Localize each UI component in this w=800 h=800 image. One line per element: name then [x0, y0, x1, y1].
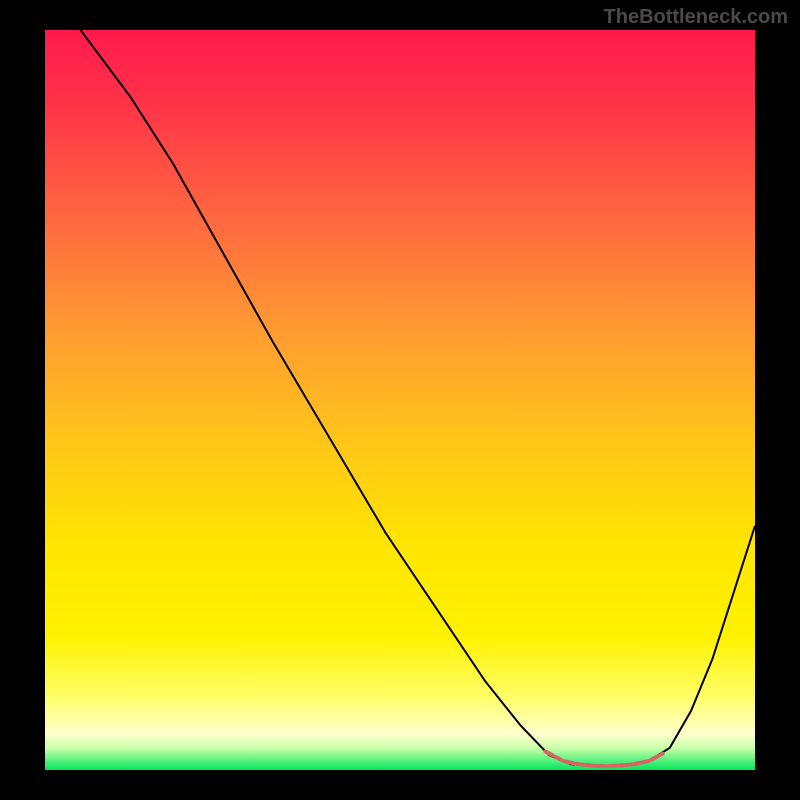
bottleneck-chart: [0, 0, 800, 800]
chart-svg: [0, 0, 800, 800]
plot-background: [45, 30, 755, 770]
watermark-text: TheBottleneck.com: [604, 6, 788, 29]
